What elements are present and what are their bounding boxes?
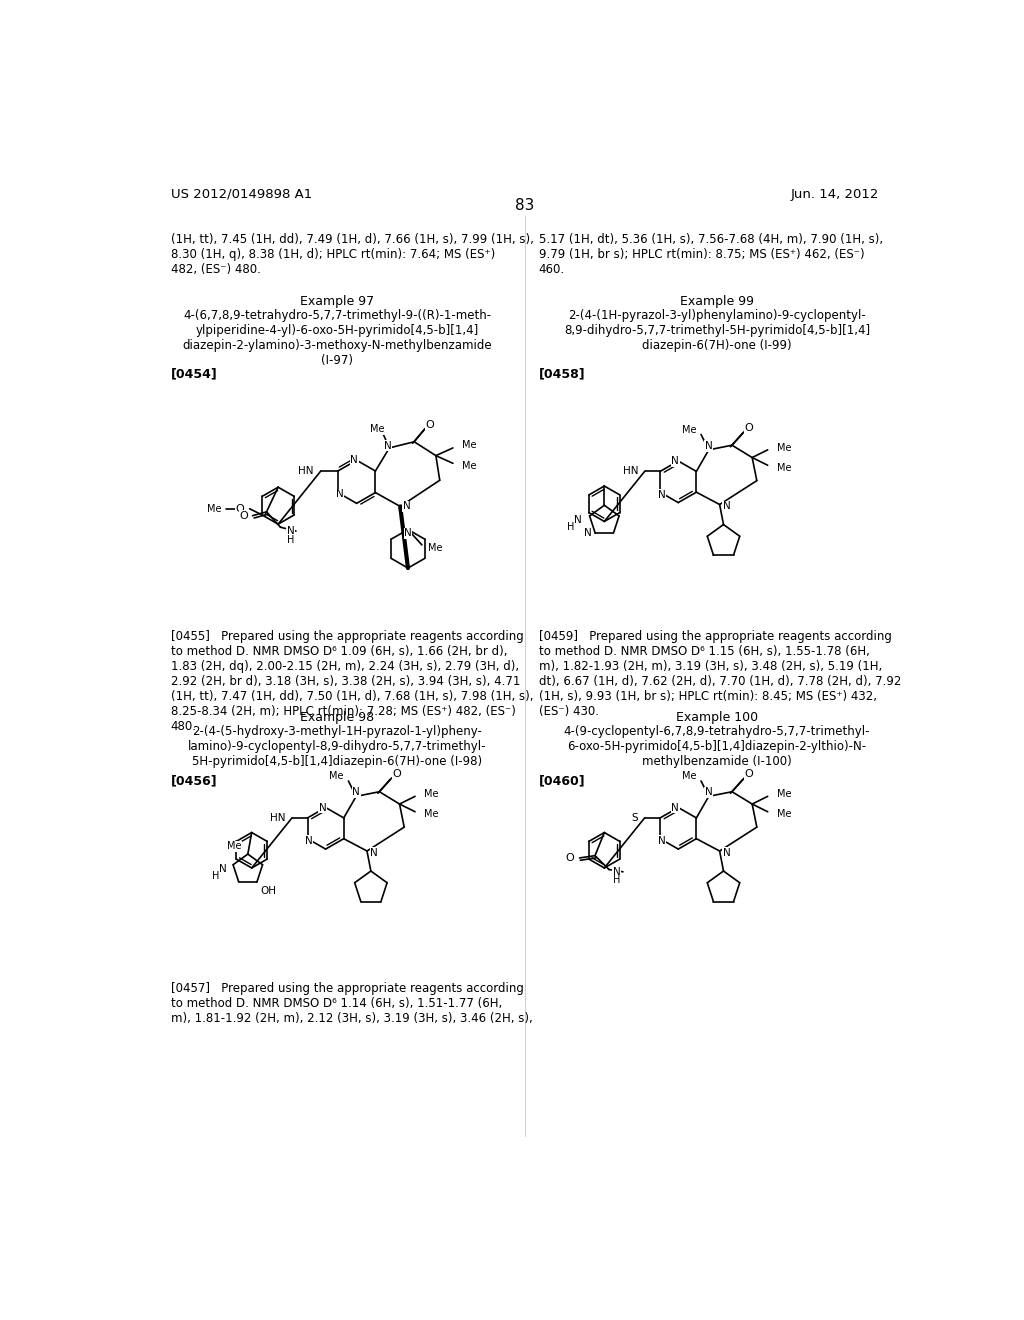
Text: Example 98: Example 98 [300,711,375,725]
Text: Example 100: Example 100 [676,711,758,725]
Text: 83: 83 [515,198,535,214]
Text: N: N [657,490,666,499]
Text: Jun. 14, 2012: Jun. 14, 2012 [791,187,879,201]
Text: Me: Me [777,442,792,453]
Text: O: O [744,770,754,779]
Text: N: N [672,803,679,813]
Text: [0454]: [0454] [171,368,217,381]
Text: [0459]   Prepared using the appropriate reagents according
to method D. NMR DMSO: [0459] Prepared using the appropriate re… [539,630,901,718]
Text: H: H [212,870,219,880]
Text: S: S [632,813,638,822]
Text: O: O [425,420,434,430]
Text: HN: HN [270,813,286,822]
Text: O: O [565,853,574,863]
Text: O: O [744,422,754,433]
Text: N: N [219,863,227,874]
Text: O: O [240,511,248,520]
Text: HN: HN [298,466,313,477]
Text: Me: Me [462,462,477,471]
Text: N: N [705,441,713,451]
Text: Me: Me [682,771,696,781]
Text: N: N [404,528,412,539]
Text: Example 99: Example 99 [680,296,754,309]
Text: Me: Me [682,425,696,434]
Text: US 2012/0149898 A1: US 2012/0149898 A1 [171,187,312,201]
Text: Me: Me [777,462,792,473]
Text: HN: HN [623,466,638,477]
Text: Example 97: Example 97 [300,296,375,309]
Text: N: N [705,788,713,797]
Text: H: H [566,523,574,532]
Text: OH: OH [261,886,276,896]
Text: Me: Me [330,771,344,781]
Text: N: N [657,836,666,846]
Text: H: H [612,875,621,886]
Text: N: N [350,455,358,465]
Text: Me: Me [428,543,442,553]
Text: H: H [287,535,294,545]
Text: 4-(6,7,8,9-tetrahydro-5,7,7-trimethyl-9-((R)-1-meth-
ylpiperidine-4-yl)-6-oxo-5H: 4-(6,7,8,9-tetrahydro-5,7,7-trimethyl-9-… [182,309,493,367]
Text: Me: Me [777,809,792,818]
Text: O: O [236,504,245,513]
Text: N: N [672,455,679,466]
Text: N: N [352,788,360,797]
Text: 2-(4-(1H-pyrazol-3-yl)phenylamino)-9-cyclopentyl-
8,9-dihydro-5,7,7-trimethyl-5H: 2-(4-(1H-pyrazol-3-yl)phenylamino)-9-cyc… [564,309,870,352]
Text: 2-(4-(5-hydroxy-3-methyl-1H-pyrazol-1-yl)pheny-
lamino)-9-cyclopentyl-8,9-dihydr: 2-(4-(5-hydroxy-3-methyl-1H-pyrazol-1-yl… [188,725,486,768]
Text: N: N [336,490,343,499]
Text: N: N [287,527,295,536]
Text: N: N [318,803,327,813]
Text: Me: Me [227,841,242,851]
Text: O: O [392,770,400,779]
Text: N: N [574,515,582,525]
Text: 5.17 (1H, dt), 5.36 (1H, s), 7.56-7.68 (4H, m), 7.90 (1H, s),
9.79 (1H, br s); H: 5.17 (1H, dt), 5.36 (1H, s), 7.56-7.68 (… [539,234,883,276]
Text: N: N [370,847,378,858]
Text: N: N [723,502,730,511]
Text: N: N [305,836,313,846]
Text: [0457]   Prepared using the appropriate reagents according
to method D. NMR DMSO: [0457] Prepared using the appropriate re… [171,982,532,1026]
Text: (1H, tt), 7.45 (1H, dd), 7.49 (1H, d), 7.66 (1H, s), 7.99 (1H, s),
8.30 (1H, q),: (1H, tt), 7.45 (1H, dd), 7.49 (1H, d), 7… [171,234,534,276]
Text: N: N [584,528,591,539]
Text: Me: Me [462,440,477,450]
Text: [0460]: [0460] [539,775,586,788]
Text: N: N [723,847,730,858]
Text: Me: Me [777,789,792,799]
Text: Me: Me [207,504,222,513]
Text: [0458]: [0458] [539,368,586,381]
Text: 4-(9-cyclopentyl-6,7,8,9-tetrahydro-5,7,7-trimethyl-
6-oxo-5H-pyrimido[4,5-b][1,: 4-(9-cyclopentyl-6,7,8,9-tetrahydro-5,7,… [564,725,870,768]
Text: Me: Me [424,809,439,818]
Text: N: N [402,502,411,511]
Text: Me: Me [370,425,384,434]
Text: N: N [384,441,392,450]
Text: N: N [612,867,621,876]
Text: [0456]: [0456] [171,775,217,788]
Text: Me: Me [424,789,439,799]
Text: [0455]   Prepared using the appropriate reagents according
to method D. NMR DMSO: [0455] Prepared using the appropriate re… [171,630,534,733]
